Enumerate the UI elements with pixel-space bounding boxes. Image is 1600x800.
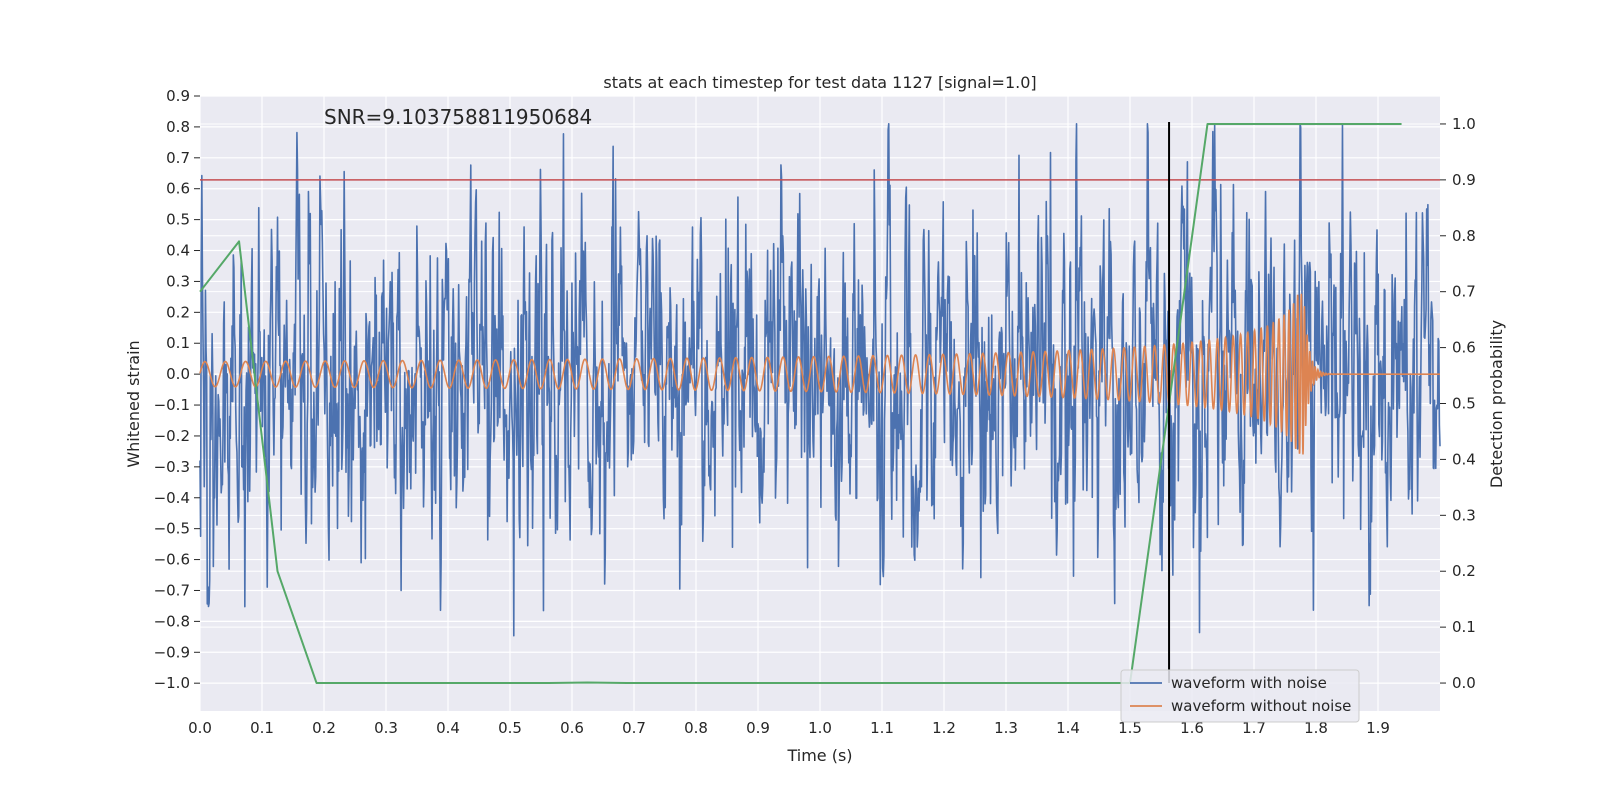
x-axis-title: Time (s) <box>786 746 852 765</box>
x-tick-label: 0.9 <box>746 719 770 737</box>
x-tick-label: 0.2 <box>312 719 336 737</box>
x-tick-label: 0.1 <box>250 719 274 737</box>
y-tick-label: 0.2 <box>166 303 190 321</box>
y-right-tick-label: 0.2 <box>1452 562 1476 580</box>
y-right-tick-label: 0.6 <box>1452 339 1476 357</box>
x-tick-label: 0.4 <box>436 719 460 737</box>
y-right-tick-label: 0.5 <box>1452 395 1476 413</box>
y-right-axis-title: Detection probability <box>1487 320 1506 488</box>
legend-label-clean: waveform without noise <box>1171 697 1351 715</box>
y-tick-label: 0.7 <box>166 149 190 167</box>
x-tick-label: 0.0 <box>188 719 212 737</box>
x-tick-label: 0.6 <box>560 719 584 737</box>
x-tick-label: 1.9 <box>1366 719 1390 737</box>
y-tick-label: 0.9 <box>166 87 190 105</box>
waveform-without-noise-line <box>199 293 1440 455</box>
waveform-without-noise-path <box>199 293 1440 455</box>
detection-probability-line <box>199 122 1402 685</box>
y-right-tick-label: 0.9 <box>1452 171 1476 189</box>
detection-probability-path <box>199 122 1402 685</box>
y-tick-label: −0.4 <box>154 489 190 507</box>
y-axis-title: Whitened strain <box>124 340 143 467</box>
y-right-tick-label: 0.7 <box>1452 283 1476 301</box>
y-tick-label: −0.6 <box>154 551 190 569</box>
legend: waveform with noise waveform without noi… <box>1120 669 1360 723</box>
y-right-tick-label: 0.4 <box>1452 450 1476 468</box>
snr-annotation: SNR=9.103758811950684 <box>324 105 592 129</box>
y-tick-label: −0.5 <box>154 520 190 538</box>
x-tick-label: 1.1 <box>870 719 894 737</box>
x-tick-label: 1.4 <box>1056 719 1080 737</box>
x-tick-label: 1.5 <box>1118 719 1142 737</box>
y-tick-label: 0.1 <box>166 334 190 352</box>
y-tick-label: −0.1 <box>154 396 190 414</box>
x-tick-label: 0.7 <box>622 719 646 737</box>
x-tick-label: 0.5 <box>498 719 522 737</box>
waveform-with-noise-line <box>199 123 1441 637</box>
y-tick-label: 0.0 <box>166 365 190 383</box>
y-tick-label: −0.2 <box>154 427 190 445</box>
x-tick-label: 0.3 <box>374 719 398 737</box>
y-tick-label: −0.9 <box>154 643 190 661</box>
y-tick-label: −1.0 <box>154 674 190 692</box>
y-right-tick-label: 0.0 <box>1452 674 1476 692</box>
legend-box <box>1120 669 1360 723</box>
y-tick-label: 0.3 <box>166 272 190 290</box>
y-tick-label: 0.5 <box>166 211 190 229</box>
x-tick-label: 1.3 <box>994 719 1018 737</box>
legend-label-noise: waveform with noise <box>1171 674 1327 692</box>
x-tick-label: 1.6 <box>1180 719 1204 737</box>
x-tick-label: 1.8 <box>1304 719 1328 737</box>
y-tick-label: 0.6 <box>166 180 190 198</box>
y-tick-label: 0.8 <box>166 118 190 136</box>
y-tick-label: 0.4 <box>166 242 190 260</box>
y-tick-label: −0.3 <box>154 458 190 476</box>
y-right-tick-label: 0.8 <box>1452 227 1476 245</box>
waveform-with-noise-path <box>199 123 1441 637</box>
x-tick-label: 1.2 <box>932 719 956 737</box>
y-tick-label: −0.8 <box>154 612 190 630</box>
x-tick-label: 1.7 <box>1242 719 1266 737</box>
y-right-tick-label: 0.1 <box>1452 618 1476 636</box>
tick-labels: 0.0 0.1 0.2 0.3 0.4 0.5 0.6 0.7 0.8 0.9 1.0 1.1 1.2 1… <box>154 87 1476 737</box>
y-right-tick-label: 0.3 <box>1452 506 1476 524</box>
y-right-tick-label: 1.0 <box>1452 115 1476 133</box>
chart-title: stats at each timestep for test data 112… <box>603 73 1036 92</box>
x-tick-label: 0.8 <box>684 719 708 737</box>
y-tick-label: −0.7 <box>154 581 190 599</box>
x-tick-label: 1.0 <box>808 719 832 737</box>
